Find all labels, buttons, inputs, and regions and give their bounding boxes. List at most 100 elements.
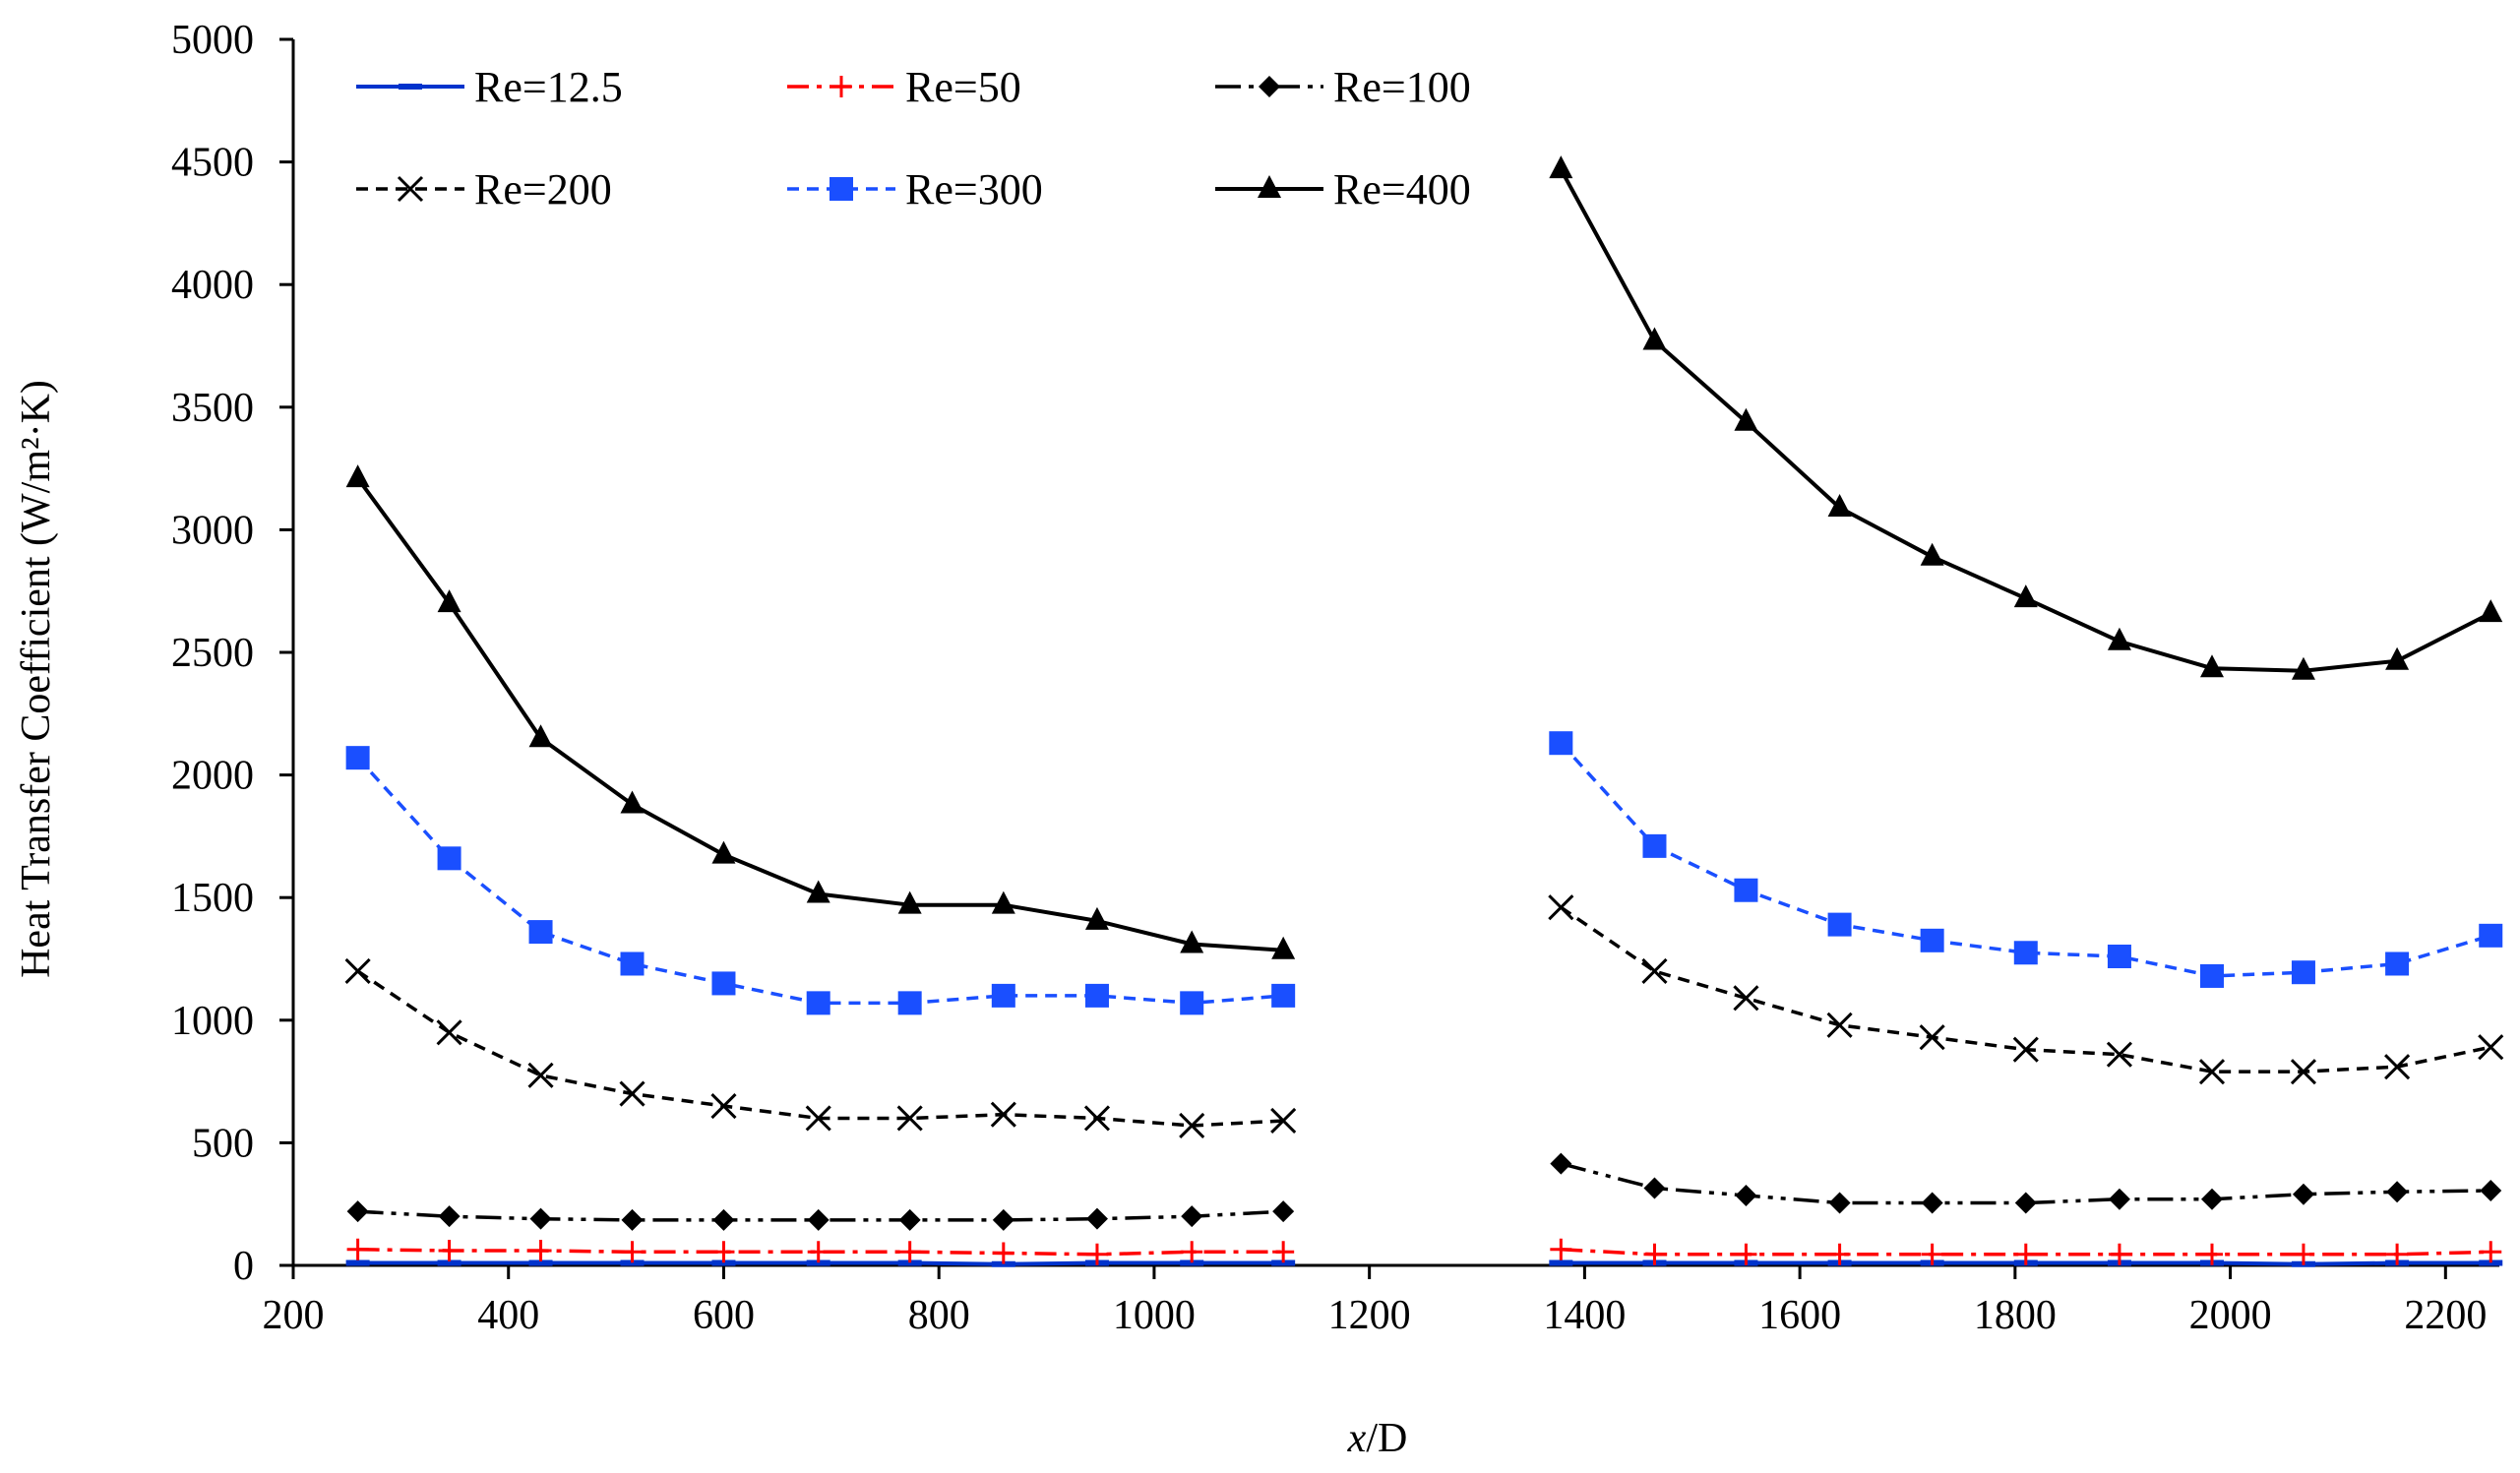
legend-label: Re=12.5 [474,63,623,111]
data-point-Re=300 [711,971,736,996]
data-point-Re=300 [806,991,830,1015]
data-point-Re=100 [1828,1192,1851,1214]
data-point-Re=200 [1083,1105,1111,1132]
data-point-Re=300 [1920,928,1944,952]
y-tick-label: 3500 [171,386,254,431]
data-point-Re=50 [1828,1243,1851,1265]
x-tick-label: 600 [693,1293,755,1338]
legend-item-Re=100: Re=100 [1215,63,1471,111]
legend-label: Re=300 [905,165,1043,214]
data-point-Re=200 [990,1101,1016,1128]
data-point-Re=400 [711,840,736,864]
axes: 0 500 1000 1500 2000 2500 3000 3500 4000 4500 5000… [171,18,2499,1338]
y-axis-title-group: Heat Transfer Coefficient (W/m²·K) [14,380,59,978]
data-point-Re=300 [620,951,645,976]
y-tick-label: 4000 [171,263,254,308]
data-point-Re=12.5 [1271,1259,1296,1266]
data-point-Re=100 [2292,1183,2314,1205]
series-Re=400 [345,155,2503,959]
legend-swatch-marker [1258,175,1281,198]
data-point-Re=400 [2479,599,2503,623]
data-point-Re=400 [1642,327,1667,350]
x-tick-label: 400 [477,1293,539,1338]
data-point-Re=12.5 [897,1259,922,1266]
data-point-Re=200 [436,1019,462,1046]
legend-label: Re=100 [1333,63,1471,111]
data-point-Re=200 [1641,957,1668,985]
x-tick-label: 2000 [2189,1293,2272,1338]
data-point-Re=400 [1827,493,1852,517]
data-point-Re=50 [2014,1243,2037,1265]
data-point-Re=400 [2107,627,2131,650]
data-point-Re=200 [2384,1054,2411,1080]
data-point-Re=400 [1549,155,1573,179]
data-point-Re=50 [2386,1243,2409,1265]
data-point-Re=300 [1827,912,1852,937]
legend-swatch-marker [830,76,852,97]
data-point-Re=50 [1181,1241,1203,1263]
data-point-Re=300 [1180,991,1204,1015]
data-point-Re=50 [1085,1243,1108,1265]
data-point-Re=12.5 [528,1259,553,1266]
data-point-Re=200 [2290,1059,2317,1085]
series-Re=50 [346,1238,2502,1265]
data-point-Re=100 [712,1208,735,1231]
legend-label: Re=50 [905,63,1021,111]
data-point-Re=200 [527,1062,554,1088]
data-point-Re=300 [2385,951,2410,976]
data-point-Re=400 [1920,542,1944,566]
legend-item-Re=400: Re=400 [1215,165,1471,214]
x-axis-title-italic: x [1347,1416,1367,1461]
data-point-Re=12.5 [620,1259,645,1266]
data-point-Re=50 [2200,1243,2223,1265]
data-point-Re=12.5 [806,1259,830,1266]
data-point-Re=12.5 [2479,1259,2503,1266]
data-point-Re=300 [897,991,922,1015]
data-point-Re=50 [1735,1243,1757,1265]
legend-swatch-marker [397,175,424,203]
data-point-Re=12.5 [991,1260,1015,1267]
data-point-Re=100 [2480,1179,2502,1201]
series-line-Re=50 [357,1248,1284,1257]
data-point-Re=400 [2291,656,2315,680]
data-point-Re=400 [2013,584,2038,608]
data-point-Re=200 [2012,1036,2039,1063]
x-tick-label: 2200 [2404,1293,2487,1338]
data-point-Re=400 [1180,930,1204,953]
data-point-Re=200 [619,1080,645,1107]
y-tick-label: 1000 [171,999,254,1044]
series-Re=300 [345,731,2503,1015]
data-point-Re=200 [1179,1112,1205,1139]
data-point-Re=12.5 [1180,1259,1204,1266]
series-line-Re=50 [1561,1248,2491,1257]
data-point-Re=12.5 [711,1259,736,1266]
series-line-Re=100 [1560,1161,2491,1205]
data-point-Re=200 [1270,1107,1297,1135]
data-point-Re=300 [437,846,461,871]
data-point-Re=100 [1085,1207,1108,1230]
data-point-Re=12.5 [1549,1259,1573,1266]
data-point-Re=50 [438,1240,461,1262]
data-point-Re=50 [1550,1238,1572,1260]
data-point-Re=50 [529,1240,552,1262]
data-point-Re=50 [992,1242,1014,1264]
data-point-Re=100 [1921,1192,1943,1214]
data-point-Re=400 [897,890,922,914]
data-point-Re=50 [712,1241,735,1263]
series-Re=200 [344,894,2504,1139]
series-line-Re=300 [356,757,1284,1006]
data-point-Re=100 [992,1208,1014,1231]
y-tick-label: 3000 [171,508,254,553]
data-point-Re=200 [1826,1012,1853,1038]
data-point-Re=400 [345,464,370,488]
data-point-Re=300 [528,920,553,945]
y-tick-label: 5000 [171,18,254,63]
data-point-Re=200 [805,1105,831,1132]
data-point-Re=100 [1643,1177,1666,1199]
data-point-Re=100 [346,1200,369,1223]
data-point-Re=300 [1549,731,1573,756]
legend-item-Re=50: Re=50 [787,63,1021,111]
data-point-Re=400 [2385,646,2410,670]
legend-label: Re=200 [474,165,612,214]
